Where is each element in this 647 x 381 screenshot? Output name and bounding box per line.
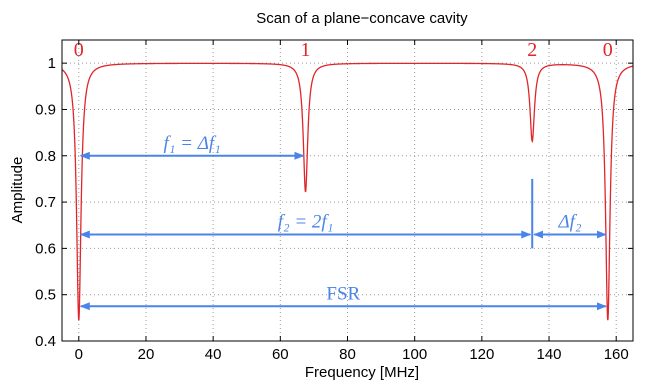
annotation-label-f1: f₁ = Δf₁ [164, 133, 221, 154]
amplitude-curve [61, 62, 634, 321]
y-tick-label: 0.6 [35, 240, 56, 257]
y-axis-label: Amplitude [9, 157, 26, 224]
y-tick-label: 0.8 [35, 148, 56, 165]
x-tick-label: 80 [339, 346, 356, 363]
annotation-label-df2: Δf₂ [557, 211, 581, 232]
curve-layer: 0 1 2 0 [61, 39, 634, 321]
x-tick-label: 140 [537, 346, 562, 363]
x-tick-label: 40 [205, 346, 222, 363]
x-tick-label: 100 [402, 346, 427, 363]
y-tick-label: 0.4 [35, 333, 56, 350]
x-tick-label: 60 [272, 346, 289, 363]
y-tick-label: 0.5 [35, 287, 56, 304]
x-tick-label: 20 [138, 346, 155, 363]
mode-label: 2 [527, 39, 537, 61]
x-tick-label: 0 [75, 346, 83, 363]
mode-label: 1 [301, 39, 311, 61]
y-tick-label: 0.9 [35, 101, 56, 118]
mode-label: 0 [603, 39, 613, 61]
y-tick-label: 0.7 [35, 194, 56, 211]
annotation-layer: f₁ = Δf₁ f₂ = 2f₁ Δf₂ FSR [79, 133, 607, 311]
mode-label: 0 [74, 39, 84, 61]
x-tick-label: 120 [469, 346, 494, 363]
chart-title: Scan of a plane−concave cavity [256, 10, 468, 27]
annotation-label-fsr: FSR [326, 283, 360, 304]
y-tick-label: 1 [48, 55, 56, 72]
x-tick-label: 160 [604, 346, 629, 363]
annotation-label-f2: f₂ = 2f₁ [278, 211, 334, 232]
x-axis-label: Frequency [MHz] [305, 364, 419, 381]
